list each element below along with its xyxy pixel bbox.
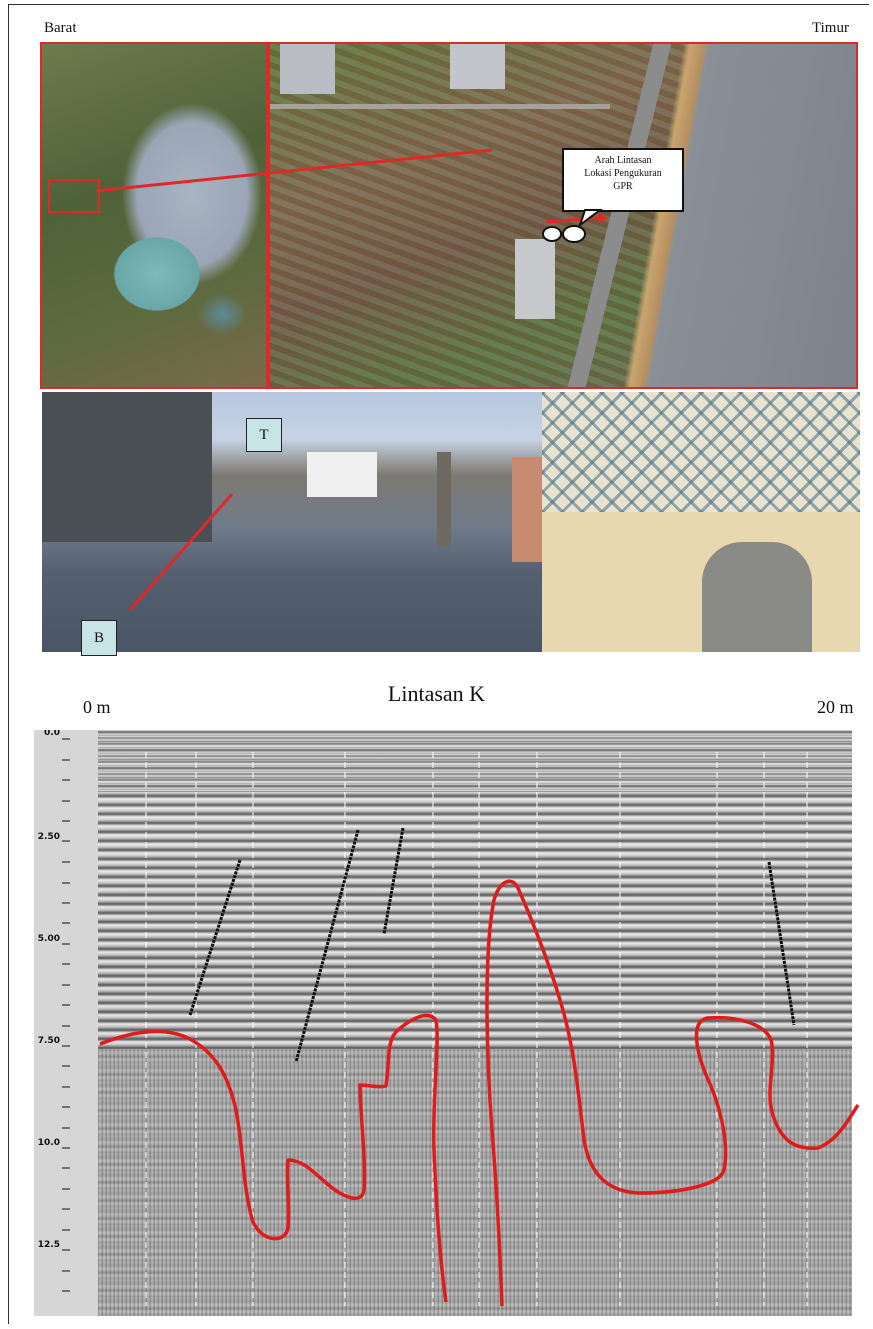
end-point-tag: T bbox=[246, 418, 282, 452]
fault-lines bbox=[188, 827, 796, 1063]
x-start-label: 0 m bbox=[83, 697, 111, 717]
depth-tick-label: 10.0 bbox=[37, 1138, 60, 1148]
start-point-tag: B bbox=[81, 620, 117, 656]
gpr-device-icon bbox=[542, 226, 562, 242]
east-label: Timur bbox=[812, 20, 849, 36]
road bbox=[270, 104, 610, 109]
trace-markers bbox=[145, 752, 808, 1306]
depth-tick-label: 5.00 bbox=[37, 934, 60, 944]
zoom-connector-line bbox=[95, 148, 493, 193]
overview-satellite-image bbox=[40, 42, 268, 389]
fault-line bbox=[767, 861, 796, 1026]
depth-axis: 0.0 2.50 5.00 7.50 10.0 12.5 bbox=[34, 730, 98, 1316]
field-photo bbox=[42, 392, 860, 652]
radargram-panel: 0.0 2.50 5.00 7.50 10.0 12.5 bbox=[34, 730, 852, 1316]
direction-arrow bbox=[545, 216, 599, 224]
depth-tick-label: 12.5 bbox=[37, 1240, 60, 1250]
parked-car bbox=[307, 452, 377, 497]
callout-line-3: GPR bbox=[613, 181, 633, 192]
figure-frame bbox=[8, 4, 869, 1324]
building bbox=[280, 44, 335, 94]
callout-pointer bbox=[578, 209, 603, 228]
depth-tick-label: 7.50 bbox=[37, 1036, 60, 1046]
building bbox=[450, 44, 505, 89]
worker-figure bbox=[512, 457, 542, 562]
fault-line bbox=[188, 859, 242, 1016]
survey-track-line bbox=[128, 493, 234, 611]
location-marker-box bbox=[48, 179, 100, 213]
radargram-noise-zone bbox=[98, 1050, 852, 1316]
radargram-title: Lintasan K bbox=[387, 681, 486, 706]
callout-line-2: Lokasi Pengukuran bbox=[584, 168, 662, 179]
house-left bbox=[42, 392, 212, 542]
gpr-device-icon bbox=[562, 225, 586, 243]
callout-line-1: Arah Lintasan bbox=[594, 155, 652, 166]
worker-figure bbox=[437, 452, 451, 547]
radargram-surface-band bbox=[98, 730, 852, 792]
x-end-label: 20 m bbox=[817, 697, 854, 717]
zoomed-satellite-image bbox=[268, 42, 858, 389]
gpr-location-callout: Arah Lintasan Lokasi Pengukuran GPR bbox=[562, 148, 684, 212]
interpretation-boundary-line bbox=[99, 879, 860, 1307]
building bbox=[515, 239, 555, 319]
west-label: Barat bbox=[44, 20, 77, 36]
depth-tick-label: 0.0 bbox=[44, 730, 60, 738]
worker-figure bbox=[702, 542, 812, 652]
fault-line bbox=[294, 829, 360, 1063]
fault-line bbox=[382, 827, 405, 935]
arrow-head bbox=[598, 213, 608, 223]
depth-minor-ticks bbox=[62, 738, 70, 1292]
depth-tick-label: 2.50 bbox=[37, 832, 60, 842]
